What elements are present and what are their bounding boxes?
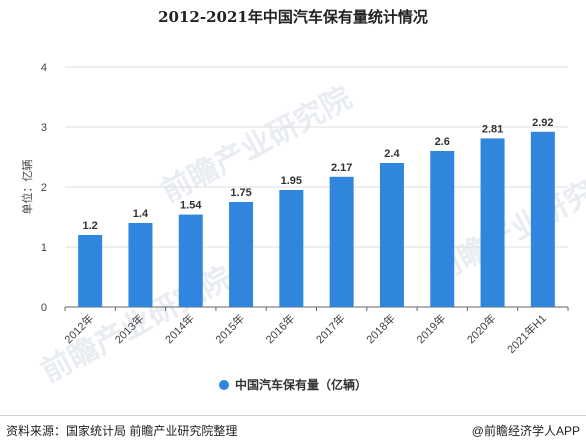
footer: 资料来源：国家统计局 前瞻产业研究院整理 @前瞻经济学人APP bbox=[0, 415, 586, 442]
bar bbox=[379, 163, 404, 307]
bar bbox=[329, 176, 354, 307]
y-axis-label: 单位：亿辆 bbox=[20, 160, 34, 215]
y-tick-label: 3 bbox=[41, 122, 47, 134]
x-tick-label: 2012年 bbox=[61, 311, 96, 346]
y-tick-label: 4 bbox=[41, 62, 47, 74]
data-label: 2.92 bbox=[532, 117, 553, 129]
data-label: 1.75 bbox=[230, 187, 251, 199]
x-tick-label: 2020年 bbox=[464, 311, 499, 346]
x-tick-label: 2018年 bbox=[363, 311, 398, 346]
y-tick-label: 2 bbox=[41, 182, 47, 194]
data-label: 2.81 bbox=[482, 123, 503, 135]
data-label: 1.95 bbox=[281, 175, 302, 187]
data-label: 1.54 bbox=[180, 200, 202, 212]
x-tick-label: 2015年 bbox=[212, 311, 247, 346]
x-tick-label: 2021年H1 bbox=[504, 311, 549, 356]
source-note: 资料来源：国家统计局 前瞻产业研究院整理 bbox=[6, 424, 238, 438]
legend: 中国汽车保有量（亿辆） bbox=[0, 376, 586, 393]
bar bbox=[78, 235, 103, 307]
legend-swatch bbox=[218, 380, 229, 390]
bar bbox=[229, 202, 254, 307]
bar bbox=[530, 131, 555, 307]
bar bbox=[279, 190, 304, 307]
x-tick-label: 2013年 bbox=[112, 311, 147, 346]
y-tick-label: 0 bbox=[41, 302, 47, 314]
bar bbox=[480, 138, 505, 307]
bar bbox=[430, 151, 455, 307]
bar-chart: 0 1 2 3 4 单位：亿辆 1.2 2012年 1.4 2013年 1.54 2014年 1.75 2… bbox=[20, 62, 569, 356]
data-label: 2.6 bbox=[435, 136, 450, 148]
y-tick-label: 1 bbox=[41, 242, 47, 254]
bar bbox=[128, 223, 153, 307]
data-label: 1.2 bbox=[83, 220, 98, 232]
x-tick-label: 2014年 bbox=[162, 311, 197, 346]
data-label: 2.4 bbox=[384, 148, 400, 160]
data-label: 2.17 bbox=[331, 162, 352, 174]
credit-note: @前瞻经济学人APP bbox=[471, 424, 580, 438]
x-tick-label: 2017年 bbox=[313, 311, 348, 346]
x-tick-label: 2016年 bbox=[262, 311, 297, 346]
x-tick-label: 2019年 bbox=[413, 311, 448, 346]
legend-label: 中国汽车保有量（亿辆） bbox=[234, 378, 367, 392]
chart-title: 2012-2021年中国汽车保有量统计情况 bbox=[158, 8, 428, 26]
bar bbox=[178, 214, 203, 307]
data-label: 1.4 bbox=[133, 208, 149, 220]
